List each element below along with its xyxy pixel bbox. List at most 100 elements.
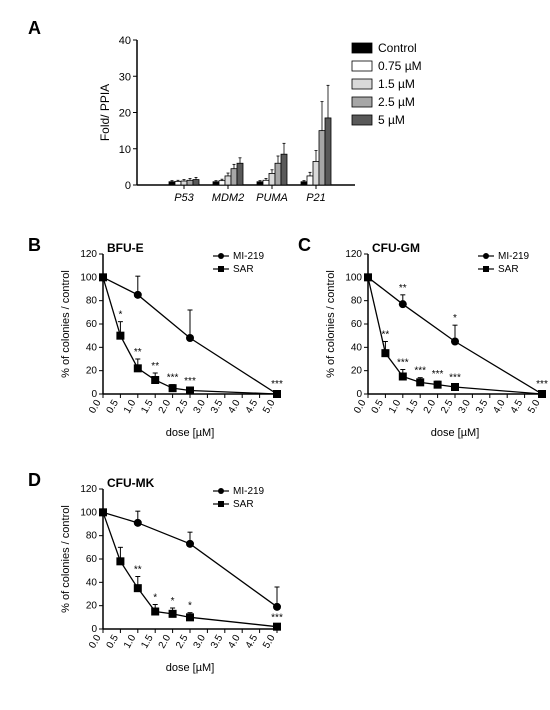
svg-text:MI-219: MI-219: [498, 251, 530, 262]
svg-text:20: 20: [86, 366, 98, 377]
svg-text:MDM2: MDM2: [212, 192, 244, 204]
line-chart-b: 0204060801001200.00.51.01.52.02.53.03.54…: [55, 240, 285, 440]
svg-text:0.0: 0.0: [87, 398, 104, 416]
svg-text:MI-219: MI-219: [233, 486, 265, 497]
svg-text:1.5: 1.5: [404, 398, 421, 416]
svg-text:40: 40: [351, 342, 363, 353]
svg-text:% of colonies / control: % of colonies / control: [60, 270, 72, 378]
svg-text:20: 20: [351, 366, 363, 377]
svg-text:dose [µM]: dose [µM]: [166, 662, 215, 674]
svg-text:3.0: 3.0: [457, 398, 474, 416]
svg-text:***: ***: [414, 366, 426, 377]
svg-text:**: **: [134, 565, 142, 576]
svg-text:*: *: [188, 601, 192, 612]
svg-text:dose [µM]: dose [µM]: [166, 427, 215, 439]
svg-text:10: 10: [119, 144, 131, 156]
svg-text:100: 100: [80, 272, 97, 283]
svg-text:120: 120: [80, 484, 97, 495]
svg-text:40: 40: [86, 577, 98, 588]
svg-text:***: ***: [271, 379, 283, 390]
svg-text:P21: P21: [306, 192, 326, 204]
svg-text:CFU-MK: CFU-MK: [107, 476, 155, 490]
svg-text:2.5: 2.5: [174, 398, 191, 416]
svg-text:P53: P53: [174, 192, 194, 204]
svg-text:100: 100: [80, 507, 97, 518]
svg-text:***: ***: [397, 358, 409, 369]
svg-text:MI-219: MI-219: [233, 251, 265, 262]
svg-text:0.0: 0.0: [352, 398, 369, 416]
svg-text:0.5: 0.5: [370, 398, 387, 416]
panel-c-label: C: [298, 235, 311, 256]
svg-text:1.5 µM: 1.5 µM: [378, 77, 415, 91]
svg-text:1.0: 1.0: [387, 398, 404, 416]
svg-text:5.0: 5.0: [261, 398, 278, 416]
svg-text:*: *: [171, 596, 175, 607]
svg-text:2.5: 2.5: [439, 398, 456, 416]
svg-text:20: 20: [119, 108, 131, 120]
svg-text:1.5: 1.5: [139, 398, 156, 416]
svg-text:***: ***: [432, 369, 444, 380]
svg-text:% of colonies / control: % of colonies / control: [60, 505, 72, 613]
svg-text:***: ***: [184, 376, 196, 387]
svg-text:Control: Control: [378, 41, 417, 55]
panel-a-label: A: [28, 18, 41, 39]
svg-text:SAR: SAR: [233, 499, 254, 510]
line-chart-d: 0204060801001200.00.51.01.52.02.53.03.54…: [55, 475, 285, 675]
svg-text:100: 100: [345, 272, 362, 283]
svg-text:1.0: 1.0: [122, 398, 139, 416]
svg-text:SAR: SAR: [498, 264, 519, 275]
svg-text:0.5: 0.5: [105, 633, 122, 651]
svg-text:40: 40: [86, 342, 98, 353]
svg-text:2.0: 2.0: [157, 633, 174, 651]
svg-text:3.0: 3.0: [192, 398, 209, 416]
svg-text:4.0: 4.0: [226, 633, 243, 651]
svg-text:**: **: [151, 361, 159, 372]
svg-text:120: 120: [80, 249, 97, 260]
svg-text:60: 60: [351, 319, 363, 330]
svg-text:Fold/ PPIA: Fold/ PPIA: [98, 84, 112, 141]
panel-d-label: D: [28, 470, 41, 491]
svg-text:30: 30: [119, 71, 131, 83]
svg-text:*: *: [118, 310, 122, 321]
svg-text:2.5 µM: 2.5 µM: [378, 95, 415, 109]
svg-text:5.0: 5.0: [261, 633, 278, 651]
legend-a: Control0.75 µM1.5 µM2.5 µM5 µM: [350, 35, 500, 145]
panel-b-label: B: [28, 235, 41, 256]
svg-text:*: *: [453, 313, 457, 324]
svg-text:20: 20: [86, 601, 98, 612]
svg-text:2.5: 2.5: [174, 633, 191, 651]
svg-text:1.5: 1.5: [139, 633, 156, 651]
svg-text:0.5: 0.5: [105, 398, 122, 416]
svg-text:dose [µM]: dose [µM]: [431, 427, 480, 439]
svg-text:0: 0: [125, 180, 131, 192]
svg-text:***: ***: [271, 612, 283, 623]
svg-text:4.5: 4.5: [244, 633, 261, 651]
svg-text:120: 120: [345, 249, 362, 260]
svg-text:4.5: 4.5: [244, 398, 261, 416]
svg-text:5 µM: 5 µM: [378, 113, 405, 127]
svg-text:**: **: [382, 330, 390, 341]
svg-text:CFU-GM: CFU-GM: [372, 241, 420, 255]
svg-text:3.0: 3.0: [192, 633, 209, 651]
svg-text:3.5: 3.5: [209, 633, 226, 651]
svg-text:80: 80: [86, 531, 98, 542]
svg-text:80: 80: [351, 296, 363, 307]
svg-text:SAR: SAR: [233, 264, 254, 275]
svg-text:1.0: 1.0: [122, 633, 139, 651]
svg-text:***: ***: [449, 373, 461, 384]
svg-text:2.0: 2.0: [422, 398, 439, 416]
svg-text:PUMA: PUMA: [256, 192, 288, 204]
svg-text:80: 80: [86, 296, 98, 307]
svg-text:*: *: [153, 593, 157, 604]
svg-text:60: 60: [86, 554, 98, 565]
svg-text:2.0: 2.0: [157, 398, 174, 416]
svg-text:4.0: 4.0: [491, 398, 508, 416]
svg-text:BFU-E: BFU-E: [107, 241, 144, 255]
svg-text:40: 40: [119, 35, 131, 47]
svg-text:**: **: [134, 347, 142, 358]
line-chart-c: 0204060801001200.00.51.01.52.02.53.03.54…: [320, 240, 550, 440]
svg-text:4.0: 4.0: [226, 398, 243, 416]
svg-text:5.0: 5.0: [526, 398, 543, 416]
svg-text:60: 60: [86, 319, 98, 330]
svg-text:3.5: 3.5: [474, 398, 491, 416]
